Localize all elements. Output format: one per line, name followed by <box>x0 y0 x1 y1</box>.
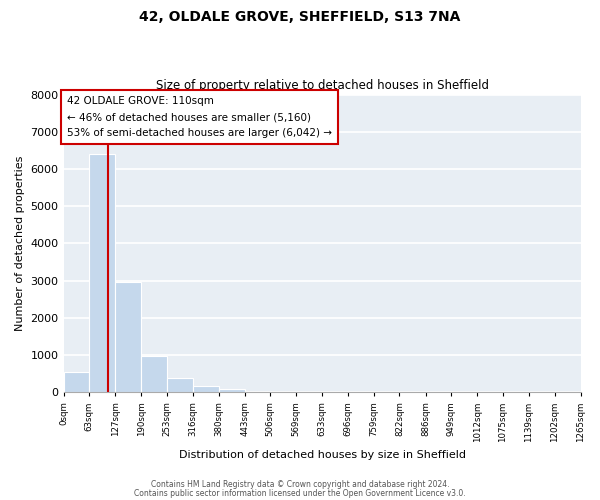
Y-axis label: Number of detached properties: Number of detached properties <box>15 156 25 331</box>
Text: 42 OLDALE GROVE: 110sqm
← 46% of detached houses are smaller (5,160)
53% of semi: 42 OLDALE GROVE: 110sqm ← 46% of detache… <box>67 96 332 138</box>
Text: Contains public sector information licensed under the Open Government Licence v3: Contains public sector information licen… <box>134 489 466 498</box>
Bar <box>193 386 219 392</box>
Text: 42, OLDALE GROVE, SHEFFIELD, S13 7NA: 42, OLDALE GROVE, SHEFFIELD, S13 7NA <box>139 10 461 24</box>
Title: Size of property relative to detached houses in Sheffield: Size of property relative to detached ho… <box>155 79 488 92</box>
Bar <box>115 282 141 393</box>
Bar <box>167 378 193 392</box>
Text: Contains HM Land Registry data © Crown copyright and database right 2024.: Contains HM Land Registry data © Crown c… <box>151 480 449 489</box>
Bar <box>219 390 245 392</box>
Bar <box>141 356 167 393</box>
Bar <box>89 154 115 392</box>
Bar <box>64 372 89 392</box>
X-axis label: Distribution of detached houses by size in Sheffield: Distribution of detached houses by size … <box>179 450 466 460</box>
